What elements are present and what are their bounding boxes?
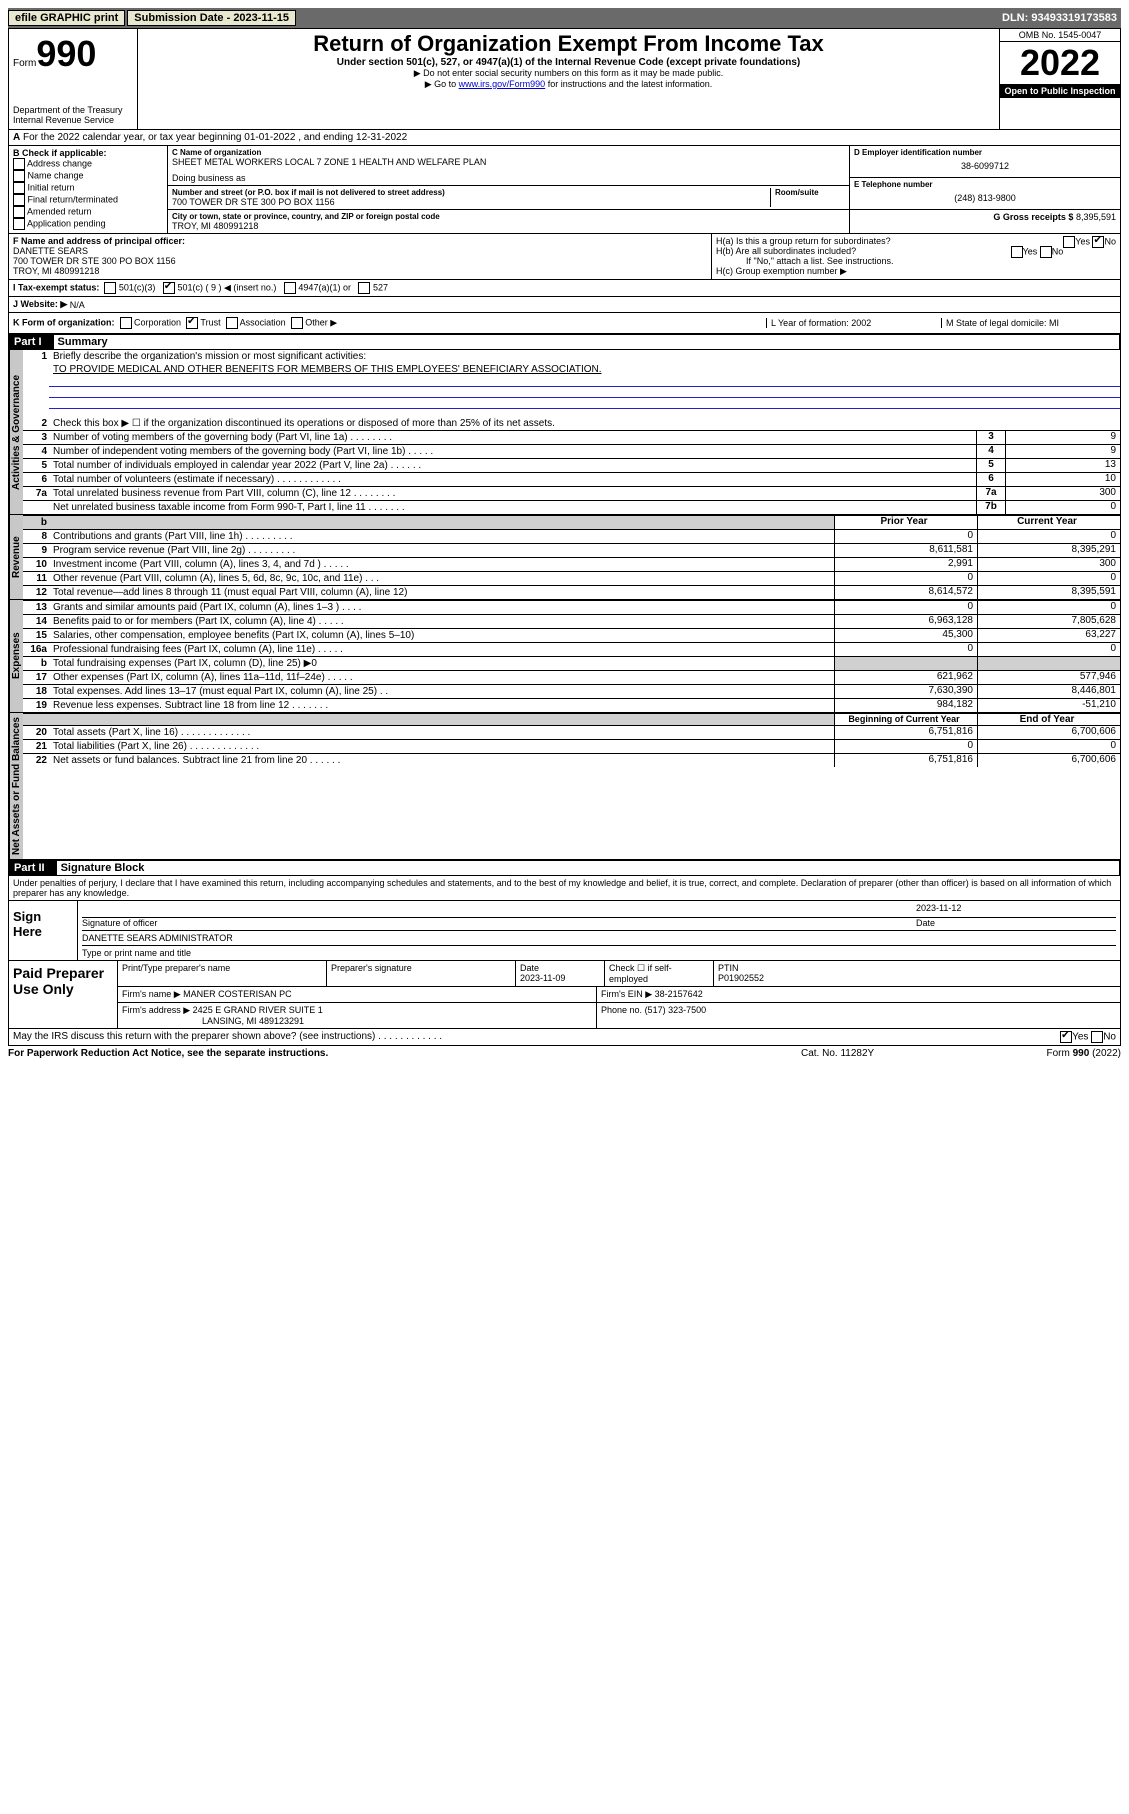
line-k: K Form of organization: Corporation Trus… [8,313,1121,334]
officer-name: DANETTE SEARS ADMINISTRATOR [82,933,233,943]
box-f: F Name and address of principal officer:… [9,234,712,279]
table-row: 12Total revenue—add lines 8 through 11 (… [23,585,1120,599]
header-right: OMB No. 1545-0047 2022 Open to Public In… [999,29,1120,129]
table-row: 8Contributions and grants (Part VIII, li… [23,529,1120,543]
org-address: 700 TOWER DR STE 300 PO BOX 1156 [172,197,770,207]
top-bar: efile GRAPHIC print Submission Date - 20… [8,8,1121,28]
submission-date: Submission Date - 2023-11-15 [127,10,296,26]
dba-label: Doing business as [172,173,845,183]
org-name: SHEET METAL WORKERS LOCAL 7 ZONE 1 HEALT… [172,157,845,167]
box-de: D Employer identification number 38-6099… [849,146,1120,233]
open-public-badge: Open to Public Inspection [1000,84,1120,98]
table-row: 16aProfessional fundraising fees (Part I… [23,642,1120,656]
name-label: Type or print name and title [82,948,191,958]
box-b: B Check if applicable: Address change Na… [9,146,168,233]
entity-section: B Check if applicable: Address change Na… [8,146,1121,234]
table-row: 11Other revenue (Part VIII, column (A), … [23,571,1120,585]
sig-officer-label: Signature of officer [82,917,916,928]
side-netassets: Net Assets or Fund Balances [9,713,23,859]
table-row: 18Total expenses. Add lines 13–17 (must … [23,684,1120,698]
form-title: Return of Organization Exempt From Incom… [142,31,995,57]
box-c: C Name of organization SHEET METAL WORKE… [168,146,849,233]
discuss-row: May the IRS discuss this return with the… [9,1028,1120,1045]
dept-label: Department of the Treasury [13,105,133,115]
line-i: I Tax-exempt status: 501(c)(3) 501(c) ( … [8,280,1121,297]
side-governance: Activities & Governance [9,350,23,514]
table-row: 5Total number of individuals employed in… [23,458,1120,472]
table-row: 9Program service revenue (Part VIII, lin… [23,543,1120,557]
tax-year: 2022 [1000,42,1120,84]
part-1-header: Part I Summary [8,334,1121,350]
irs-label: Internal Revenue Service [13,115,133,125]
form-subtitle: Under section 501(c), 527, or 4947(a)(1)… [142,57,995,68]
table-row: Net unrelated business taxable income fr… [23,500,1120,514]
table-row: 17Other expenses (Part IX, column (A), l… [23,670,1120,684]
side-expenses: Expenses [9,600,23,712]
form-word: Form [13,58,36,69]
line-a: A For the 2022 calendar year, or tax yea… [8,130,1121,146]
irs-link[interactable]: www.irs.gov/Form990 [459,79,546,89]
paid-preparer-label: Paid Preparer Use Only [9,961,118,1028]
gross-receipts: 8,395,591 [1076,212,1116,222]
note-1: ▶ Do not enter social security numbers o… [142,68,995,79]
table-row: 22Net assets or fund balances. Subtract … [23,753,1120,767]
efile-button[interactable]: efile GRAPHIC print [8,10,125,26]
part-2-header: Part II Signature Block [8,860,1121,876]
sign-here-label: Sign Here [9,901,78,960]
header-mid: Return of Organization Exempt From Incom… [138,29,999,129]
table-row: 7aTotal unrelated business revenue from … [23,486,1120,500]
table-row: 19Revenue less expenses. Subtract line 1… [23,698,1120,712]
dln-label: DLN: 93493319173583 [1002,12,1121,24]
box-h: H(a) Is this a group return for subordin… [712,234,1120,279]
cat-no: Cat. No. 11282Y [801,1048,1001,1059]
form-ref: Form 990 (2022) [1001,1048,1121,1059]
perjury-statement: Under penalties of perjury, I declare th… [9,876,1120,900]
signature-block: Under penalties of perjury, I declare th… [8,876,1121,1046]
table-row: 20Total assets (Part X, line 16) . . . .… [23,725,1120,739]
header-left: Form 990 Department of the Treasury Inte… [9,29,138,129]
block-netassets: Net Assets or Fund Balances Beginning of… [8,713,1121,860]
omb-label: OMB No. 1545-0047 [1000,29,1120,42]
table-row: 4Number of independent voting members of… [23,444,1120,458]
table-row: 13Grants and similar amounts paid (Part … [23,600,1120,614]
block-expenses: Expenses 13Grants and similar amounts pa… [8,600,1121,713]
table-row: 21Total liabilities (Part X, line 26) . … [23,739,1120,753]
table-row: 15Salaries, other compensation, employee… [23,628,1120,642]
sig-date-label: Date [916,917,1116,928]
form-header: Form 990 Department of the Treasury Inte… [8,28,1121,130]
block-governance: Activities & Governance 1Briefly describ… [8,350,1121,515]
table-row: 10Investment income (Part VIII, column (… [23,557,1120,571]
table-row: 3Number of voting members of the governi… [23,430,1120,444]
table-row: 14Benefits paid to or for members (Part … [23,614,1120,628]
ein-value: 38-6099712 [854,157,1116,175]
side-revenue: Revenue [9,515,23,599]
sig-date: 2023-11-12 [916,903,1116,913]
form-number: 990 [36,33,96,75]
org-city: TROY, MI 480991218 [172,221,845,231]
pra-notice: For Paperwork Reduction Act Notice, see … [8,1048,801,1059]
block-revenue: Revenue b Prior Year Current Year 8Contr… [8,515,1121,600]
table-row: bTotal fundraising expenses (Part IX, co… [23,656,1120,670]
note-2: ▶ Go to www.irs.gov/Form990 for instruct… [142,79,995,90]
paid-preparer: Paid Preparer Use Only Print/Type prepar… [9,960,1120,1028]
section-fh: F Name and address of principal officer:… [8,234,1121,280]
phone-value: (248) 813-9800 [854,189,1116,207]
line-j: J Website: ▶ N/A [8,297,1121,313]
footer: For Paperwork Reduction Act Notice, see … [8,1046,1121,1061]
table-row: 6Total number of volunteers (estimate if… [23,472,1120,486]
